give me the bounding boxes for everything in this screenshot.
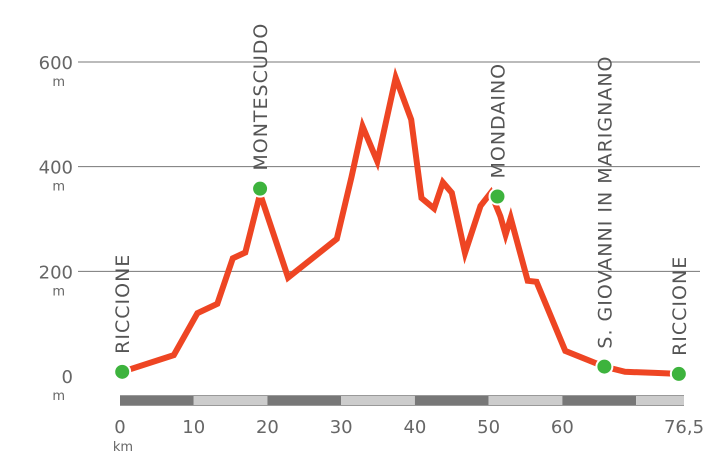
y-tick-label: 0 xyxy=(62,367,73,388)
waypoint-dot xyxy=(595,357,614,376)
y-unit-label: m xyxy=(52,389,65,404)
x-axis-ticks: 0 10 20 30 40 50 60 76,5 km xyxy=(113,417,704,455)
scale-bar-segment xyxy=(267,396,342,405)
scale-bar-segment xyxy=(636,396,684,405)
x-tick-label: 0 xyxy=(114,417,125,438)
waypoint-dot xyxy=(251,179,270,198)
x-unit-label: km xyxy=(113,440,133,455)
y-tick-label: 400 xyxy=(39,158,73,179)
waypoint-dot xyxy=(113,362,132,381)
waypoint-label: RICCIONE xyxy=(112,254,134,354)
waypoint-dot xyxy=(669,364,688,383)
elevation-line xyxy=(119,67,682,377)
scale-bar-segment xyxy=(488,396,563,405)
waypoint-label: MONDAINO xyxy=(487,63,509,179)
x-tick-label: 20 xyxy=(256,417,279,438)
x-tick-label: 50 xyxy=(477,417,500,438)
waypoint-label: RICCIONE xyxy=(669,256,691,356)
y-tick-label: 600 xyxy=(39,53,73,74)
waypoint-label: S. GIOVANNI IN MARIGNANO xyxy=(594,55,616,348)
elevation-series xyxy=(119,67,682,377)
distance-scale-bar xyxy=(120,395,684,406)
scale-bar-segment xyxy=(562,396,637,405)
y-unit-label: m xyxy=(52,75,65,90)
grid-lines xyxy=(78,61,700,272)
scale-bar-segment xyxy=(120,396,194,405)
waypoint-label: MONTESCUDO xyxy=(250,23,272,171)
scale-bar-segment xyxy=(341,396,415,405)
y-unit-label: m xyxy=(52,284,65,299)
scale-bar-segment xyxy=(193,396,268,405)
x-tick-label: 10 xyxy=(182,417,205,438)
x-tick-label: 40 xyxy=(403,417,426,438)
x-tick-label: 60 xyxy=(551,417,574,438)
waypoint-markers: RICCIONE MONTESCUDO MONDAINO S. GIOVANNI IN… xyxy=(112,23,691,383)
x-tick-label: 30 xyxy=(330,417,353,438)
x-tick-label: 76,5 xyxy=(664,417,704,438)
waypoint-dot xyxy=(488,187,507,206)
y-tick-label: 200 xyxy=(39,262,73,283)
y-unit-label: m xyxy=(52,180,65,195)
scale-bar-segment xyxy=(414,396,489,405)
